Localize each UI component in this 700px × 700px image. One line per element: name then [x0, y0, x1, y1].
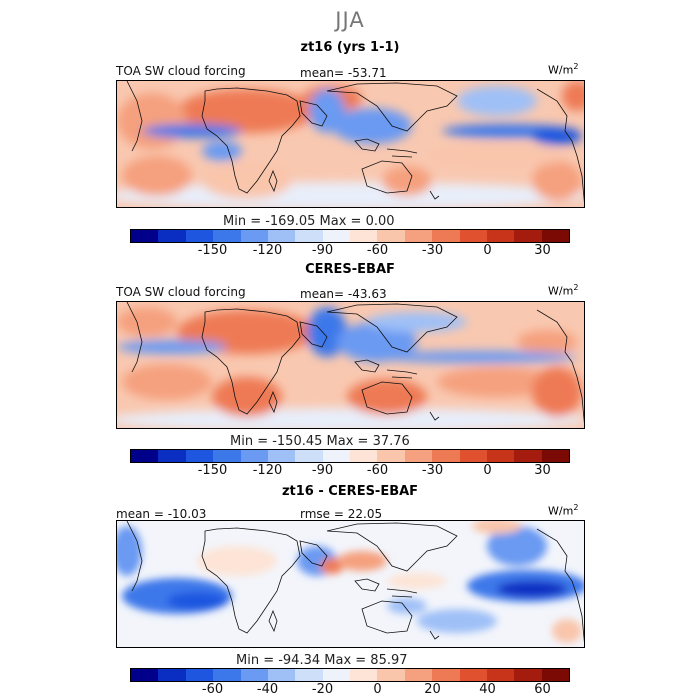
colorbar-tick-label: -120: [252, 463, 283, 478]
panel-2-minmax: Min = -150.45 Max = 37.76: [230, 434, 410, 449]
colorbar-swatch: [295, 669, 323, 681]
colorbar-swatch: [404, 669, 433, 681]
colorbar-tick-label: 60: [534, 682, 551, 697]
colorbar-swatch: [432, 450, 460, 462]
colorbar-swatch: [486, 669, 515, 681]
panel-1-variable-label: TOA SW cloud forcing: [116, 64, 246, 78]
colorbar-swatch: [350, 230, 378, 242]
colorbar-swatch: [377, 450, 405, 462]
colorbar-swatch: [240, 230, 268, 242]
colorbar-swatch: [459, 450, 487, 462]
panel-1-mean-label: mean= -53.71: [300, 66, 387, 80]
colorbar-swatch: [514, 230, 542, 242]
colorbar-swatch: [213, 230, 241, 242]
colorbar-swatch: [185, 230, 214, 242]
colorbar-tick-label: 0: [483, 243, 492, 258]
panel-1-colorbar: [130, 229, 570, 243]
colorbar-swatch: [486, 230, 515, 242]
colorbar-swatch: [377, 230, 405, 242]
panel-2-mean-label: mean= -43.63: [300, 287, 387, 301]
colorbar-tick-label: 0: [373, 682, 382, 697]
colorbar-tick-label: 30: [534, 463, 551, 478]
colorbar-swatch: [131, 669, 159, 681]
colorbar-tick-label: -90: [311, 243, 334, 258]
panel-2-units: W/m2: [548, 283, 579, 298]
panel-1-minmax: Min = -169.05 Max = 0.00: [223, 214, 395, 229]
panel-2-variable-label: TOA SW cloud forcing: [116, 285, 246, 299]
colorbar-swatch: [240, 669, 268, 681]
colorbar-swatch: [322, 450, 350, 462]
colorbar-tick-label: -120: [252, 243, 283, 258]
colorbar-swatch: [350, 669, 378, 681]
colorbar-swatch: [541, 450, 569, 462]
panel-3-colorbar: [130, 668, 570, 682]
colorbar-tick-label: -150: [197, 463, 228, 478]
colorbar-tick-label: -20: [311, 682, 334, 697]
colorbar-swatch: [158, 450, 186, 462]
colorbar-swatch: [240, 450, 268, 462]
colorbar-tick-label: -150: [197, 243, 228, 258]
panel-2-colorbar: [130, 449, 570, 463]
colorbar-tick-label: 20: [424, 682, 441, 697]
panel-3-rmse-label: rmse = 22.05: [300, 507, 383, 521]
colorbar-swatch: [267, 669, 296, 681]
colorbar-swatch: [267, 450, 296, 462]
colorbar-swatch: [158, 230, 186, 242]
colorbar-tick-label: -60: [201, 682, 224, 697]
colorbar-swatch: [404, 450, 433, 462]
colorbar-tick-label: -30: [421, 463, 444, 478]
colorbar-swatch: [541, 669, 569, 681]
colorbar-swatch: [514, 669, 542, 681]
panel-3-units: W/m2: [548, 503, 579, 518]
panel-1-map: [116, 80, 585, 208]
colorbar-swatch: [213, 669, 241, 681]
colorbar-swatch: [432, 669, 460, 681]
colorbar-swatch: [377, 669, 405, 681]
colorbar-tick-label: -30: [421, 243, 444, 258]
colorbar-swatch: [459, 230, 487, 242]
colorbar-tick-label: 0: [483, 463, 492, 478]
colorbar-tick-label: 40: [479, 682, 496, 697]
colorbar-swatch: [350, 450, 378, 462]
colorbar-swatch: [459, 669, 487, 681]
colorbar-tick-label: -40: [256, 682, 279, 697]
panel-1-title: zt16 (yrs 1-1): [300, 40, 400, 55]
colorbar-swatch: [267, 230, 296, 242]
colorbar-swatch: [486, 450, 515, 462]
colorbar-swatch: [131, 230, 159, 242]
panel-3-title: zt16 - CERES-EBAF: [281, 484, 419, 499]
colorbar-swatch: [514, 450, 542, 462]
colorbar-swatch: [185, 669, 214, 681]
colorbar-tick-label: 30: [534, 243, 551, 258]
colorbar-swatch: [322, 669, 350, 681]
colorbar-swatch: [404, 230, 433, 242]
panel-2-title: CERES-EBAF: [305, 262, 395, 277]
colorbar-swatch: [131, 450, 159, 462]
colorbar-swatch: [295, 230, 323, 242]
colorbar-swatch: [432, 230, 460, 242]
panel-2-map: [116, 301, 585, 429]
colorbar-swatch: [158, 669, 186, 681]
colorbar-tick-label: -60: [366, 243, 389, 258]
colorbar-swatch: [185, 450, 214, 462]
panel-3-map: [116, 520, 585, 648]
colorbar-swatch: [295, 450, 323, 462]
panel-3-mean-label: mean = -10.03: [116, 507, 207, 521]
panel-1-units: W/m2: [548, 62, 579, 77]
colorbar-swatch: [322, 230, 350, 242]
colorbar-tick-label: -90: [311, 463, 334, 478]
colorbar-swatch: [213, 450, 241, 462]
colorbar-tick-label: -60: [366, 463, 389, 478]
season-title: JJA: [335, 8, 365, 32]
colorbar-swatch: [541, 230, 569, 242]
panel-3-minmax: Min = -94.34 Max = 85.97: [236, 653, 408, 668]
